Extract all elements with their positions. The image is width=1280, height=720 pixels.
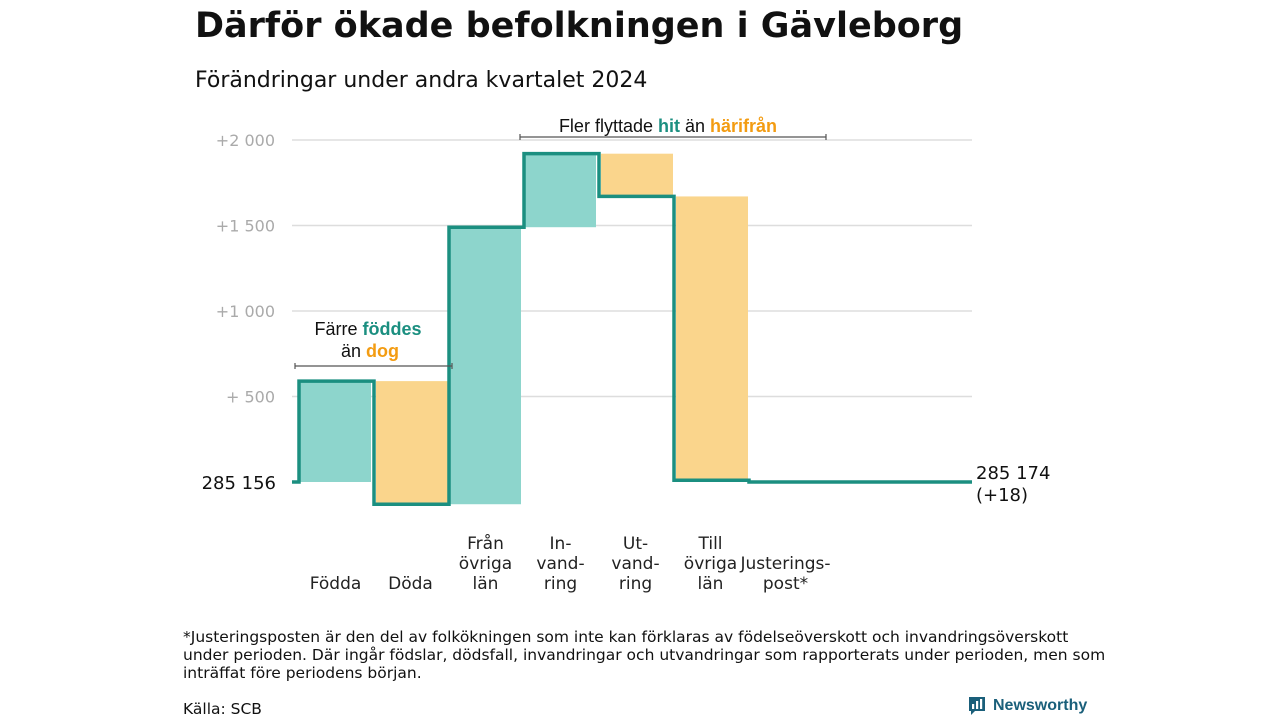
migration-annotation-part: Fler flyttade	[559, 116, 658, 136]
bar-döda	[376, 381, 448, 505]
migration-annotation-part: än	[680, 116, 710, 136]
category-label: post*	[763, 574, 808, 594]
y-axis-ticks: +2 000 +1 500 +1 000 + 500	[216, 131, 275, 407]
migration-annotation-part: hit	[658, 116, 680, 136]
bar-tillövrigalän	[676, 196, 748, 481]
y-tick-label: +2 000	[216, 131, 275, 150]
category-label: län	[473, 574, 499, 594]
migration-bracket	[519, 134, 827, 140]
footnote: *Justeringsposten är den del av folkökni…	[183, 628, 1106, 682]
y-tick-label: +1 500	[216, 217, 275, 236]
category-label: län	[698, 574, 724, 594]
step-line	[292, 151, 972, 506]
category-labels: Födda DödaFrånövrigalänIn-vand-ringUt-van…	[310, 533, 831, 594]
category-label: vand-	[536, 554, 584, 574]
migration-annotation: Fler flyttade hit än härifrån	[559, 116, 777, 136]
chart-subtitle: Förändringar under andra kvartalet 2024	[195, 68, 648, 93]
category-label: Från	[467, 533, 504, 554]
category-label: övriga	[459, 554, 512, 574]
births-deaths-annotation-part: dog	[366, 341, 399, 361]
births-deaths-annotation-part: än	[341, 341, 366, 361]
start-value-label: 285 156	[202, 473, 276, 494]
category-label: In-	[550, 534, 572, 554]
chart-title: Därför ökade befolkningen i Gävleborg	[195, 6, 964, 46]
source-label: Källa: SCB	[183, 700, 262, 718]
newsworthy-logo-icon	[969, 697, 985, 715]
category-label: Justerings-	[739, 554, 830, 574]
end-change-label: (+18)	[976, 485, 1028, 506]
births-deaths-annotation: Färre föddes	[314, 319, 421, 339]
category-label: Födda	[310, 574, 362, 594]
category-label: vand-	[611, 554, 659, 574]
end-labels: 285 156 285 174(+18)	[202, 463, 1051, 506]
end-value-label: 285 174	[976, 463, 1050, 484]
births-deaths-annotation-part: föddes	[363, 319, 422, 339]
category-label: Döda	[388, 574, 433, 594]
category-label: Ut-	[623, 534, 648, 554]
bar-frånövrigalän	[449, 227, 521, 505]
bar-utvandring	[601, 153, 673, 197]
births-deaths-annotation: än dog	[341, 341, 399, 361]
bar-invandring	[524, 153, 596, 228]
cumulative-step-line	[292, 151, 972, 506]
brand-logo[interactable]: Newsworthy	[968, 696, 1087, 716]
bar-födda	[299, 381, 371, 482]
migration-annotation-part: härifrån	[710, 116, 777, 136]
category-label: ring	[619, 574, 652, 594]
category-label: övriga	[684, 554, 737, 574]
category-label: ring	[544, 574, 577, 594]
births-deaths-bracket	[294, 363, 453, 369]
bars	[299, 153, 748, 505]
y-tick-label: + 500	[226, 388, 275, 407]
category-label: Till	[697, 534, 722, 554]
births-deaths-annotation-part: Färre	[314, 319, 362, 339]
y-tick-label: +1 000	[216, 302, 275, 321]
brand-name: Newsworthy	[993, 697, 1088, 714]
